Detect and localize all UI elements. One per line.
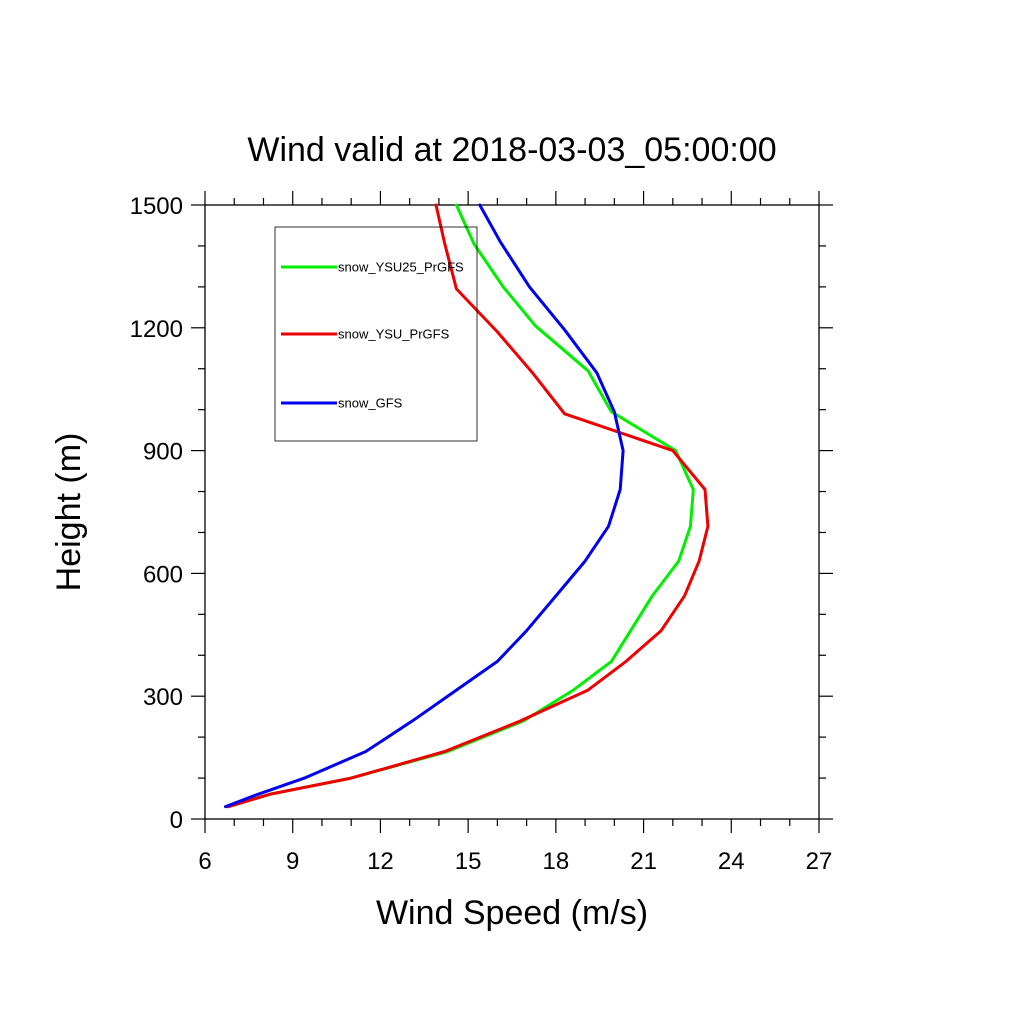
x-tick-label: 24 bbox=[718, 848, 745, 875]
y-axis-label: Height (m) bbox=[50, 433, 88, 592]
y-tick-label: 0 bbox=[170, 807, 183, 834]
legend: snow_YSU25_PrGFS snow_YSU_PrGFS snow_GFS bbox=[274, 226, 478, 442]
y-tick-label: 300 bbox=[143, 684, 183, 711]
series-line bbox=[224, 203, 625, 809]
legend-box bbox=[274, 226, 478, 442]
y-tick-label: 1200 bbox=[130, 316, 183, 343]
y-tick-label: 600 bbox=[143, 561, 183, 588]
x-tick-label: 6 bbox=[198, 848, 211, 875]
series-line bbox=[226, 203, 710, 809]
x-axis-label: Wind Speed (m/s) bbox=[376, 894, 648, 932]
x-tick-label: 21 bbox=[630, 848, 657, 875]
legend-label: snow_YSU25_PrGFS bbox=[338, 260, 464, 275]
x-tick-label: 15 bbox=[455, 848, 482, 875]
plot-frame bbox=[204, 204, 820, 820]
series-lines bbox=[224, 203, 710, 809]
y-tick-label: 1500 bbox=[130, 193, 183, 220]
x-tick-label: 9 bbox=[286, 848, 299, 875]
x-tick-label: 12 bbox=[367, 848, 394, 875]
legend-label: snow_YSU_PrGFS bbox=[338, 327, 450, 342]
x-tick-label: 27 bbox=[806, 848, 833, 875]
chart-title: Wind valid at 2018-03-03_05:00:00 bbox=[247, 131, 776, 169]
y-tick-label: 900 bbox=[143, 439, 183, 466]
x-axis-ticks: 6 9 12 15 18 21 24 27 bbox=[198, 191, 832, 875]
legend-label: snow_GFS bbox=[338, 396, 403, 411]
y-axis-ticks: 0 300 600 900 1200 1500 bbox=[130, 193, 833, 834]
plot-area: 6 9 12 15 18 21 24 27 0 300 600 900 1200 1500 bbox=[130, 191, 833, 875]
x-tick-label: 18 bbox=[543, 848, 570, 875]
